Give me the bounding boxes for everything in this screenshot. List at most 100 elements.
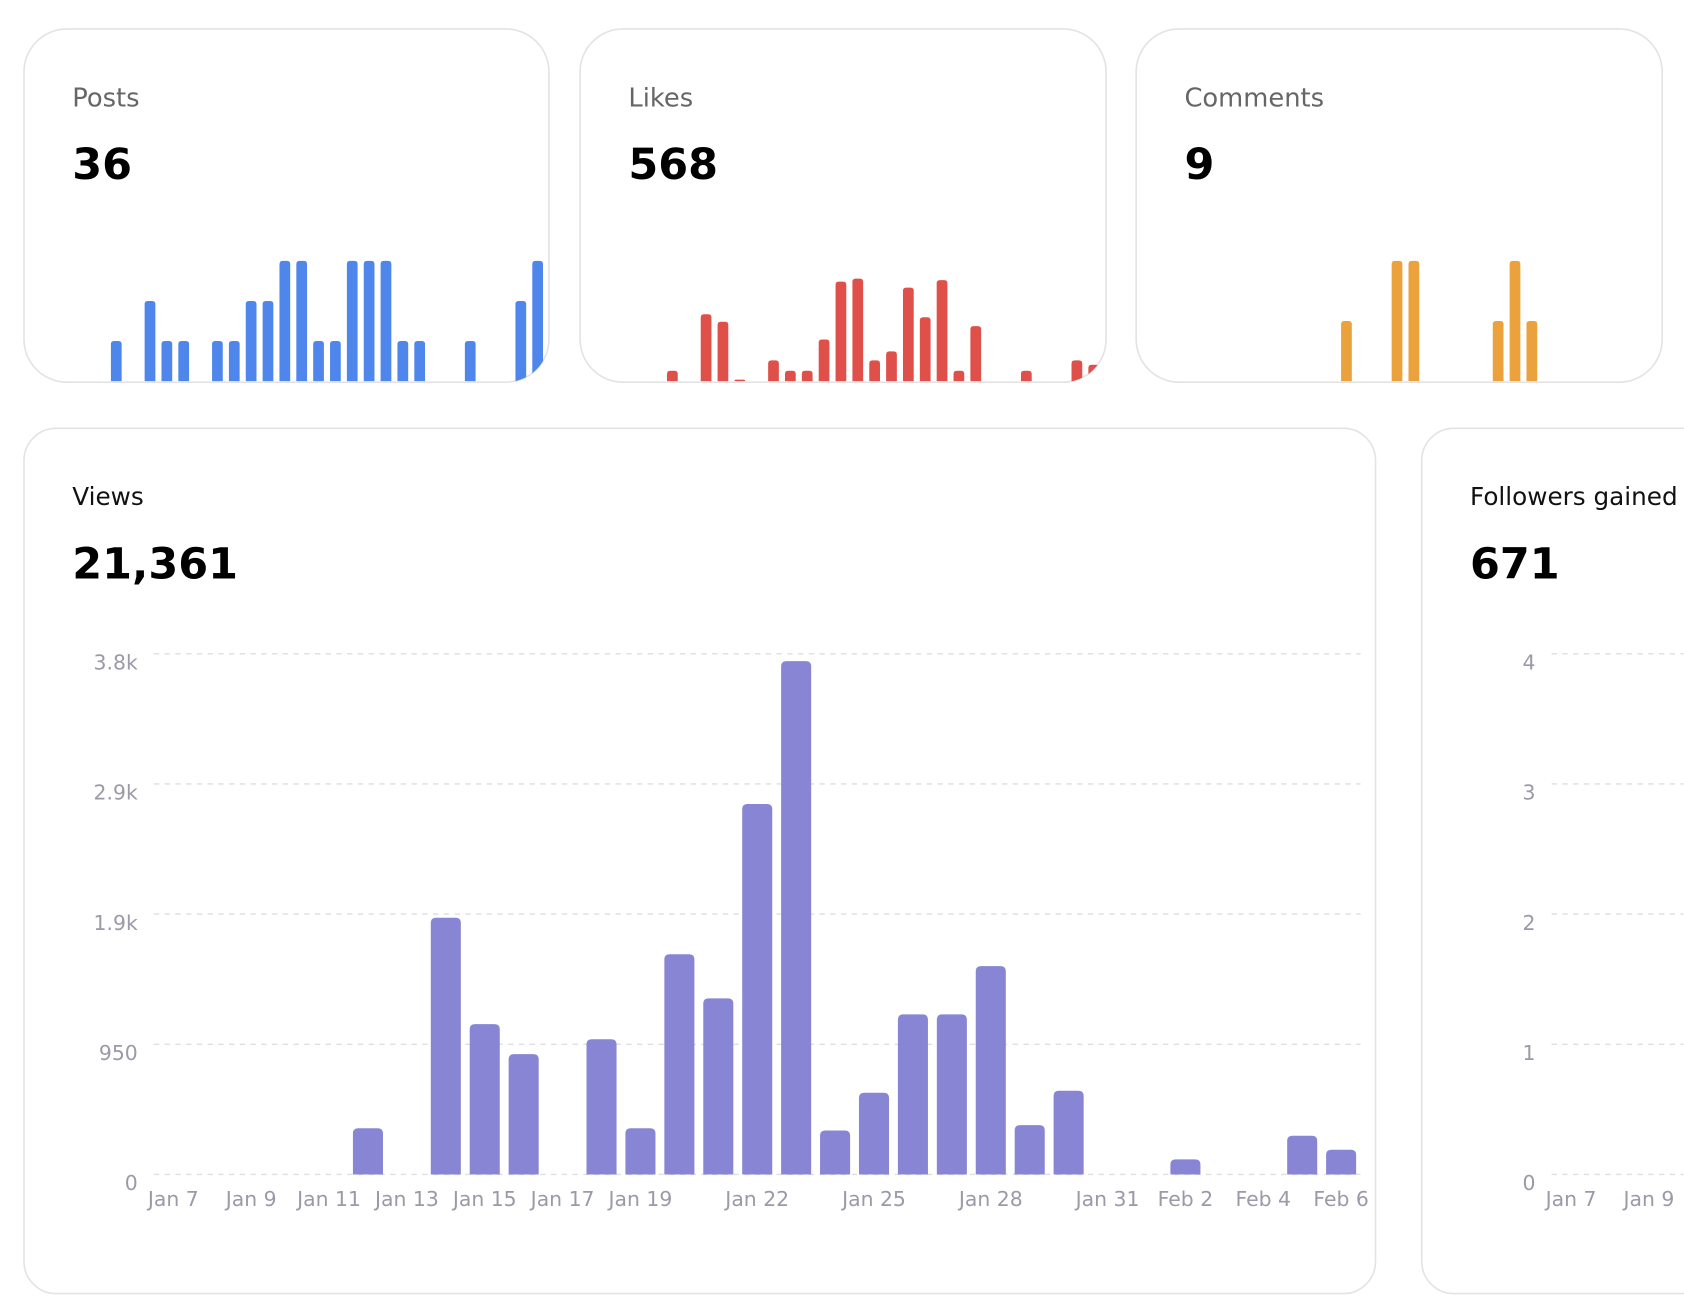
- card: [579, 28, 1107, 383]
- card: [1420, 427, 1684, 1295]
- bar: [742, 803, 773, 1175]
- sparkline: [110, 260, 544, 382]
- sparkline: [667, 278, 1100, 382]
- bar: [262, 300, 274, 382]
- x-tick-label: Feb 2: [1158, 1187, 1214, 1211]
- bar: [363, 260, 375, 382]
- bar: [625, 1128, 656, 1175]
- x-tick-label: Jan 25: [840, 1187, 906, 1211]
- bar: [664, 954, 695, 1175]
- y-tick-label: 3: [1523, 781, 1536, 805]
- bar: [703, 998, 734, 1175]
- bar: [784, 370, 796, 382]
- bar: [869, 360, 881, 382]
- x-tick-label: Jan 13: [373, 1187, 439, 1211]
- card: [23, 427, 1377, 1295]
- y-tick-label: 3.8k: [94, 650, 138, 674]
- bar: [1408, 260, 1420, 382]
- bar: [346, 260, 358, 382]
- card-total: 671: [1470, 539, 1560, 589]
- bar: [1071, 360, 1083, 382]
- bar: [515, 300, 527, 382]
- bar: [1509, 260, 1521, 382]
- y-tick-label: 1.9k: [94, 911, 138, 935]
- bar: [1014, 1125, 1045, 1175]
- x-tick-label: Jan 11: [295, 1187, 361, 1211]
- bar: [1492, 320, 1504, 382]
- bar: [1053, 1090, 1084, 1175]
- bar: [1287, 1135, 1318, 1175]
- bar: [700, 314, 712, 382]
- y-tick-label: 0: [125, 1171, 138, 1195]
- y-tick-label: 2: [1523, 911, 1536, 935]
- bar: [852, 278, 864, 382]
- bar: [1391, 260, 1403, 382]
- bar: [975, 966, 1006, 1175]
- x-tick-label: Jan 17: [529, 1187, 595, 1211]
- bar: [245, 300, 257, 382]
- card-total: 36: [72, 140, 132, 190]
- bar: [586, 1039, 617, 1175]
- bar: [970, 326, 982, 382]
- bar: [380, 260, 392, 382]
- bar: [352, 1128, 383, 1175]
- bar: [801, 370, 813, 382]
- card-total: 568: [628, 140, 718, 190]
- card-title: Comments: [1184, 83, 1324, 113]
- x-tick-label: Jan 31: [1074, 1187, 1140, 1211]
- bar: [667, 370, 678, 382]
- bar: [414, 341, 426, 382]
- bar: [430, 917, 461, 1175]
- bar: [532, 260, 544, 382]
- bar: [902, 287, 914, 382]
- bar: [1020, 370, 1032, 382]
- y-tick-label: 0: [1523, 1171, 1536, 1195]
- bar: [144, 300, 156, 382]
- bar: [897, 1014, 928, 1175]
- x-tick-label: Jan 19: [607, 1187, 673, 1211]
- bar: [110, 341, 122, 382]
- x-tick-label: Jan 28: [957, 1187, 1023, 1211]
- bar: [835, 281, 847, 382]
- bar: [279, 260, 291, 382]
- bar: [296, 260, 308, 382]
- bar: [953, 370, 965, 382]
- bar: [178, 341, 190, 382]
- x-tick-label: Feb 6: [1313, 1187, 1369, 1211]
- card: [1135, 28, 1663, 383]
- bar: [1326, 1149, 1357, 1175]
- bar: [919, 317, 931, 382]
- bar: [1341, 320, 1352, 382]
- bar: [1526, 320, 1538, 382]
- bar: [717, 321, 729, 382]
- x-tick-label: Jan 15: [451, 1187, 517, 1211]
- y-tick-label: 1: [1523, 1041, 1536, 1065]
- bar: [161, 341, 173, 382]
- y-tick-label: 2.9k: [94, 781, 138, 805]
- bar: [313, 341, 324, 382]
- bar: [330, 341, 341, 382]
- card-total: 9: [1184, 140, 1214, 190]
- bar: [469, 1024, 500, 1175]
- bar: [886, 351, 897, 382]
- x-tick-label: Jan 9: [224, 1187, 277, 1211]
- sparkline: [1341, 260, 1538, 382]
- card-title: Views: [72, 482, 143, 511]
- card-total: 21,361: [72, 539, 238, 589]
- bar: [734, 379, 746, 382]
- bar: [858, 1092, 890, 1175]
- bar: [820, 1130, 851, 1175]
- bar: [1170, 1159, 1201, 1175]
- x-tick-label: Jan 7: [146, 1187, 199, 1211]
- x-tick-label: Feb 4: [1236, 1187, 1292, 1211]
- bar: [936, 280, 948, 382]
- bar: [781, 661, 812, 1175]
- card: [23, 28, 550, 383]
- x-tick-label: Jan 22: [723, 1187, 789, 1211]
- x-tick-label: Jan 9: [1621, 1187, 1674, 1211]
- card-title: Posts: [72, 83, 139, 113]
- bar: [936, 1014, 967, 1175]
- card-title: Followers gained: [1470, 482, 1678, 511]
- y-tick-label: 950: [99, 1041, 138, 1065]
